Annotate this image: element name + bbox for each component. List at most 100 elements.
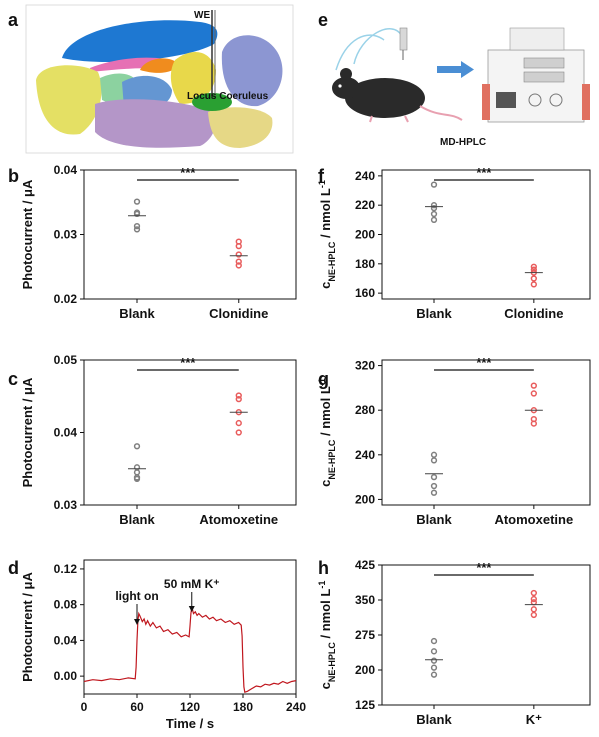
y-tick-label: 0.12 <box>54 562 78 576</box>
data-point <box>430 664 438 671</box>
category-label: Blank <box>416 712 452 727</box>
data-point <box>430 657 438 664</box>
y-axis-label-part: c <box>318 682 333 689</box>
data-point <box>530 599 537 606</box>
plot-frame <box>381 359 591 506</box>
x-tick-label: 0 <box>81 700 88 714</box>
hplc-instrument-icon <box>482 27 590 123</box>
panel-label-a: a <box>8 10 19 30</box>
y-tick-label: 160 <box>355 286 375 300</box>
category-label: Blank <box>119 512 155 527</box>
y-tick-label: 200 <box>355 228 375 242</box>
md-hplc-label: MD-HPLC <box>440 137 486 148</box>
data-point <box>430 473 438 481</box>
annotation-arrowhead <box>188 606 195 612</box>
y-tick-label: 425 <box>355 558 375 572</box>
md-hplc-schematic: MD-HPLC <box>332 27 590 148</box>
data-point <box>430 210 438 218</box>
category-label: Blank <box>416 512 452 527</box>
category-label: Clonidine <box>209 306 268 321</box>
midbrain-region <box>170 51 216 104</box>
chart-clonidine-hplc: 160 180 200 220 240 Blank Clonidine *** cNE-HPLC… <box>317 165 591 321</box>
panel-label-h: h <box>318 558 329 578</box>
locus-coeruleus-region <box>192 93 232 111</box>
panel-label-c: c <box>8 369 18 389</box>
data-point <box>530 382 537 389</box>
y-axis-label-part: -1 <box>317 378 327 386</box>
data-point <box>133 443 141 450</box>
y-tick-label: 180 <box>355 257 375 271</box>
x-tick-label: 180 <box>233 700 253 714</box>
data-point <box>430 451 438 458</box>
data-point <box>235 396 242 403</box>
y-tick-label: 0.03 <box>54 498 78 512</box>
data-point <box>133 222 141 230</box>
orange-region <box>140 58 178 73</box>
y-axis-label-part: NE-HPLC <box>327 642 337 682</box>
data-point <box>430 204 438 212</box>
y-tick-label: 220 <box>355 198 375 212</box>
y-tick-label: 0.05 <box>54 353 78 367</box>
cerebellum-region <box>221 35 283 107</box>
data-point <box>530 589 537 597</box>
data-point <box>530 263 537 270</box>
data-point <box>235 419 242 427</box>
data-point <box>430 202 438 209</box>
plot-frame <box>381 564 591 706</box>
y-tick-label: 125 <box>355 698 375 712</box>
panel-label-b: b <box>8 166 19 186</box>
category-label: Atomoxetine <box>199 512 278 527</box>
data-point <box>530 275 537 282</box>
y-tick-label: 200 <box>355 663 375 677</box>
data-point <box>430 216 438 223</box>
data-point <box>133 198 141 205</box>
panel-label-g: g <box>318 369 329 389</box>
data-point <box>235 262 242 269</box>
data-point <box>430 648 438 655</box>
data-point <box>430 671 438 678</box>
we-label: WE <box>194 10 210 21</box>
mouse-icon <box>332 68 463 123</box>
significance-stars: *** <box>180 165 196 180</box>
photocurrent-trace <box>83 607 297 693</box>
x-tick-label: 120 <box>180 700 200 714</box>
category-label: Blank <box>119 306 155 321</box>
chart-potassium-hplc: 125 200 275 350 425 Blank K⁺ *** cNE-HPLC / nmol… <box>317 558 591 727</box>
arrow-right-icon <box>437 61 474 78</box>
chart-atomoxetine-hplc: 200 240 280 320 Blank Atomoxetine *** cNE-HPLC … <box>317 355 591 527</box>
brain-schematic: WE Locus Coeruleus <box>25 4 294 154</box>
x-tick-label: 240 <box>286 700 306 714</box>
category-label: K⁺ <box>526 712 542 727</box>
x-tick-label: 60 <box>130 700 144 714</box>
y-axis-label-part: -1 <box>317 581 327 589</box>
significance-stars: *** <box>476 355 492 370</box>
data-point <box>430 457 438 464</box>
data-point <box>430 489 438 496</box>
y-axis-label: cNE-HPLC / nmol L-1 <box>317 180 337 289</box>
annotation-arrowhead <box>134 619 140 625</box>
data-point <box>530 420 537 427</box>
data-point <box>133 475 141 483</box>
y-axis-label: cNE-HPLC / nmol L-1 <box>317 581 337 690</box>
data-point <box>530 611 537 619</box>
plot-frame <box>83 169 297 300</box>
y-tick-label: 240 <box>355 448 375 462</box>
olfactory-region <box>36 65 102 135</box>
chart-photocurrent-time-trace: 0 60 120 180 240 0.00 0.04 0.08 0.12 light on 50 m… <box>20 559 306 731</box>
significance-stars: *** <box>180 355 196 370</box>
y-tick-label: 280 <box>355 403 375 417</box>
y-axis-label: cNE-HPLC / nmol L-1 <box>317 378 337 487</box>
panel-label-d: d <box>8 558 19 578</box>
category-label: Clonidine <box>504 306 563 321</box>
significance-stars: *** <box>476 165 492 180</box>
y-axis-label-part: c <box>318 480 333 487</box>
locus-coeruleus-label: Locus Coeruleus <box>187 91 269 102</box>
y-tick-label: 320 <box>355 359 375 373</box>
y-axis-label: Photocurrent / μA <box>20 571 35 681</box>
data-point <box>235 258 242 265</box>
chart-atomoxetine-photocurrent: 0.03 0.04 0.05 Blank Atomoxetine *** Photocurr… <box>20 353 297 527</box>
category-label: Atomoxetine <box>494 512 573 527</box>
panel-label-f: f <box>318 166 325 186</box>
plot-frame <box>83 359 297 506</box>
